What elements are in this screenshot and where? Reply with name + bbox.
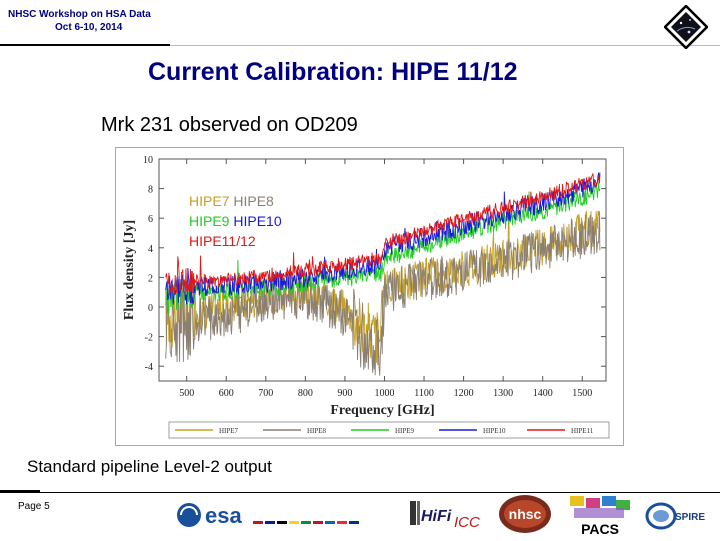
legend-bottom-label: HIPE9 <box>395 427 415 435</box>
spire-wordmark: SPIRE <box>675 512 705 523</box>
x-tick-label: 1200 <box>454 388 474 399</box>
chart-frame: -4 -2 0 2 4 6 8 10 500 600 700 800 900 1000 1100 1200 13… <box>115 147 624 446</box>
x-tick-label: 700 <box>258 388 273 399</box>
spire-logo: SPIRE <box>645 500 715 532</box>
nhsc-logo: nhsc <box>498 494 552 534</box>
slide-title: Current Calibration: HIPE 11/12 <box>148 58 518 86</box>
x-tick-label: 1400 <box>533 388 553 399</box>
x-tick-label: 600 <box>219 388 234 399</box>
legend-inset-row: HIPE9 HIPE10 <box>189 213 282 229</box>
legend-inset-row: HIPE11/12 <box>189 233 256 249</box>
y-axis-label: Flux density [Jy] <box>122 220 137 320</box>
x-tick-label: 800 <box>298 388 313 399</box>
slide-subtitle: Mrk 231 observed on OD209 <box>101 114 358 136</box>
y-tick-label: 2 <box>148 273 153 284</box>
legend-inset-row: HIPE7 HIPE8 <box>189 193 274 209</box>
y-tick-label: -2 <box>145 333 153 344</box>
y-tick-label: 0 <box>148 303 153 314</box>
icc-wordmark: ICC <box>454 514 480 531</box>
footer-divider <box>0 492 720 493</box>
legend-bottom-label: HIPE11 <box>571 427 594 435</box>
series-line-hipe8 <box>165 211 601 376</box>
hifi-icc-logo: HiFi ICC <box>410 499 492 531</box>
y-tick-label: -4 <box>145 362 153 373</box>
esa-logo: esa <box>173 497 373 533</box>
hifi-wordmark: HiFi <box>421 508 452 525</box>
x-tick-label: 1000 <box>374 388 394 399</box>
x-tick-label: 1300 <box>493 388 513 399</box>
x-tick-label: 500 <box>179 388 194 399</box>
legend-inset-entry: HIPE7 <box>189 193 230 209</box>
series-line-hipe11 <box>165 173 601 296</box>
y-tick-label: 4 <box>148 244 153 255</box>
series-line-hipe9 <box>165 182 601 314</box>
legend-inset-entry: HIPE10 <box>229 213 281 229</box>
chart-caption: Standard pipeline Level-2 output <box>27 457 272 476</box>
x-tick-label: 900 <box>337 388 352 399</box>
legend-bottom-label: HIPE8 <box>307 427 327 435</box>
pacs-logo: PACS <box>566 496 634 537</box>
legend-bottom-label: HIPE10 <box>483 427 506 435</box>
legend-inset-entry: HIPE8 <box>229 193 274 209</box>
legend-inset-entry: HIPE11/12 <box>189 233 256 249</box>
legend-bottom-label: HIPE7 <box>219 427 239 435</box>
header-divider <box>0 44 170 46</box>
member-flags-strip <box>253 521 359 524</box>
nhsc-wordmark: nhsc <box>509 506 542 522</box>
x-axis-label: Frequency [GHz] <box>330 403 434 418</box>
y-tick-label: 8 <box>148 185 153 196</box>
x-tick-label: 1500 <box>572 388 592 399</box>
y-tick-label: 10 <box>143 155 153 166</box>
workshop-title: NHSC Workshop on HSA Data <box>8 9 151 20</box>
herschel-logo-icon <box>663 4 709 50</box>
y-tick-label: 6 <box>148 214 153 225</box>
legend-inset-entry: HIPE9 <box>189 213 230 229</box>
page-number: Page 5 <box>18 501 50 512</box>
footer-accent <box>0 490 40 493</box>
workshop-dates: Oct 6-10, 2014 <box>55 22 123 33</box>
flux-spectrum-chart: -4 -2 0 2 4 6 8 10 500 600 700 800 900 1000 1100 1200 13… <box>122 155 610 439</box>
pacs-wordmark: PACS <box>581 521 619 536</box>
esa-wordmark: esa <box>205 503 242 528</box>
x-tick-label: 1100 <box>414 388 434 399</box>
header-rule <box>170 45 720 46</box>
